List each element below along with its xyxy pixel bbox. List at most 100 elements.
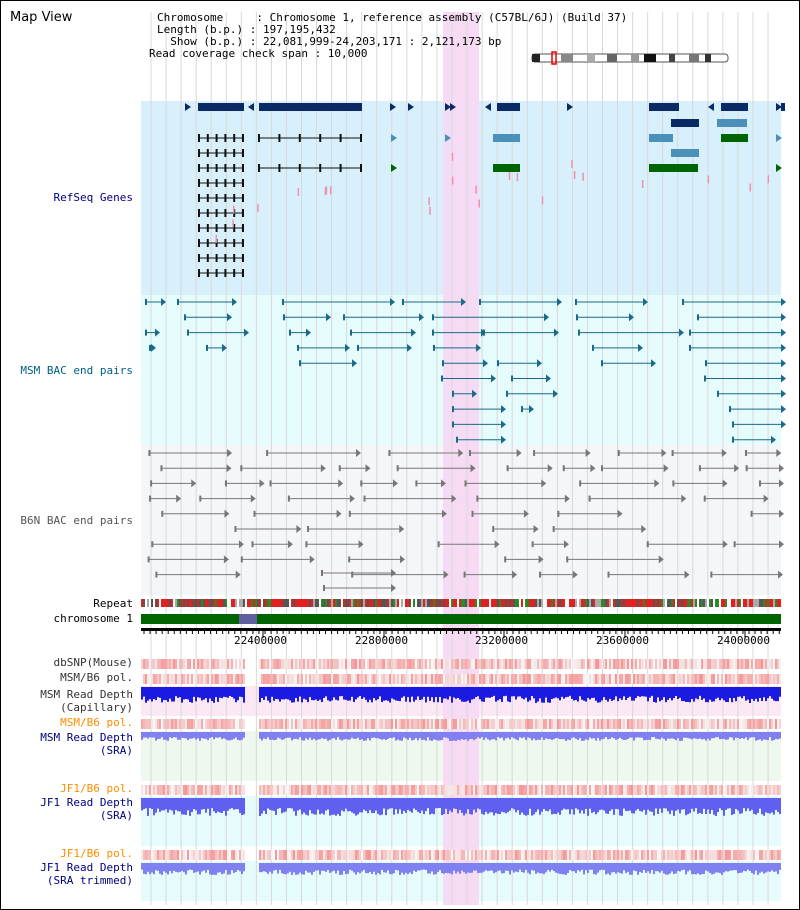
repeat-segment: [247, 599, 249, 607]
depth-bar: [183, 798, 185, 815]
heat-cell: [241, 719, 243, 729]
heat-cell: [367, 659, 369, 669]
depth-bar: [611, 798, 613, 810]
heat-cell: [481, 785, 483, 795]
heat-cell: [463, 674, 465, 684]
heat-cell: [635, 674, 637, 684]
label-jf1-b6-pol-2[interactable]: JF1/B6 pol.: [60, 847, 133, 860]
depth-bar: [611, 687, 613, 701]
heat-cell: [453, 850, 455, 860]
chromosome-ideogram[interactable]: [531, 51, 729, 65]
depth-bar: [549, 863, 551, 872]
heat-cell: [561, 674, 563, 684]
bac-end: [433, 344, 435, 351]
bac-end: [160, 465, 163, 472]
depth-bar: [401, 732, 403, 741]
heat-cell: [441, 850, 443, 860]
label-jf1-read-depth[interactable]: JF1 Read Depth: [40, 796, 133, 809]
heat-cell: [353, 719, 355, 729]
heat-cell: [563, 719, 565, 729]
heat-cell: [287, 719, 289, 729]
depth-bar: [689, 732, 691, 739]
heat-cell: [447, 719, 449, 729]
depth-bar: [671, 732, 673, 739]
heat-cell: [175, 719, 177, 729]
heat-cell: [501, 674, 503, 684]
heat-cell: [685, 850, 687, 860]
label-jf1-b6-pol-1[interactable]: JF1/B6 pol.: [60, 782, 133, 795]
depth-bar: [515, 798, 517, 813]
heat-cell: [269, 674, 271, 684]
heat-cell: [277, 659, 279, 669]
label-jf1-read-depth-trim[interactable]: JF1 Read Depth: [40, 861, 133, 874]
depth-bar: [699, 687, 701, 696]
depth-bar: [497, 798, 499, 814]
depth-bar: [555, 687, 557, 698]
depth-bar: [417, 732, 419, 741]
heat-cell: [643, 659, 645, 669]
label-msm-read-depth-cap[interactable]: MSM Read Depth: [40, 688, 133, 701]
label-msm-read-depth-sra[interactable]: MSM Read Depth: [40, 731, 133, 744]
depth-bar: [775, 732, 777, 739]
depth-bar: [703, 798, 705, 809]
heat-cell: [739, 785, 741, 795]
label-msm-b6-pol-1[interactable]: MSM/B6 pol.: [60, 671, 133, 684]
heat-cell: [639, 674, 641, 684]
heat-cell: [371, 674, 373, 684]
depth-bar: [291, 732, 293, 741]
depth-bar: [217, 798, 219, 812]
bac-end-arrow: [356, 449, 362, 457]
depth-bar: [309, 687, 311, 698]
heat-cell: [779, 785, 781, 795]
label-refseq-genes[interactable]: RefSeq Genes: [53, 191, 133, 204]
gene-exon: [224, 179, 227, 187]
depth-bar: [581, 798, 583, 811]
bac-end: [562, 465, 565, 472]
label-msm-b6-pol-2[interactable]: MSM/B6 pol.: [60, 716, 133, 729]
depth-bar: [275, 687, 277, 699]
repeat-segment: [397, 599, 399, 607]
depth-bar: [211, 732, 213, 738]
depth-bar: [495, 732, 497, 741]
depth-bar: [597, 798, 599, 813]
depth-bar: [475, 798, 477, 813]
label-msm-bac[interactable]: MSM BAC end pairs: [20, 364, 133, 377]
depth-bar: [311, 732, 313, 740]
heat-cell: [421, 719, 423, 729]
heat-cell: [411, 850, 413, 860]
heat-cell: [331, 659, 333, 669]
heat-cell: [665, 785, 667, 795]
bac-end-arrow: [501, 435, 506, 444]
gene-exon: [233, 269, 236, 277]
msm-bac-track: [145, 298, 786, 444]
depth-bar: [715, 732, 717, 738]
depth-bar: [423, 687, 425, 697]
heat-cell: [181, 674, 183, 684]
heat-cell: [565, 659, 567, 669]
heat-cell: [311, 719, 313, 729]
depth-bar: [335, 687, 337, 700]
bac-end: [578, 329, 580, 336]
heat-cell: [401, 785, 403, 795]
heat-cell: [711, 674, 713, 684]
heat-cell: [271, 674, 273, 684]
heat-cell: [555, 719, 557, 729]
bac-end: [539, 571, 542, 578]
depth-bar: [463, 687, 465, 702]
depth-bar: [335, 863, 337, 874]
depth-bar: [151, 798, 153, 810]
label-b6n-bac[interactable]: B6N BAC end pairs: [20, 514, 133, 527]
heat-cell: [413, 785, 415, 795]
label-dbsnp[interactable]: dbSNP(Mouse): [53, 656, 133, 669]
heat-cell: [717, 659, 719, 669]
heat-cell: [669, 674, 671, 684]
bac-end: [338, 465, 341, 472]
depth-bar: [539, 687, 541, 699]
gene-exon: [233, 224, 236, 232]
depth-bar: [563, 687, 565, 699]
repeat-segment: [715, 599, 717, 607]
repeat-segment: [651, 599, 653, 607]
depth-bar: [681, 798, 683, 810]
heat-cell: [317, 674, 319, 684]
